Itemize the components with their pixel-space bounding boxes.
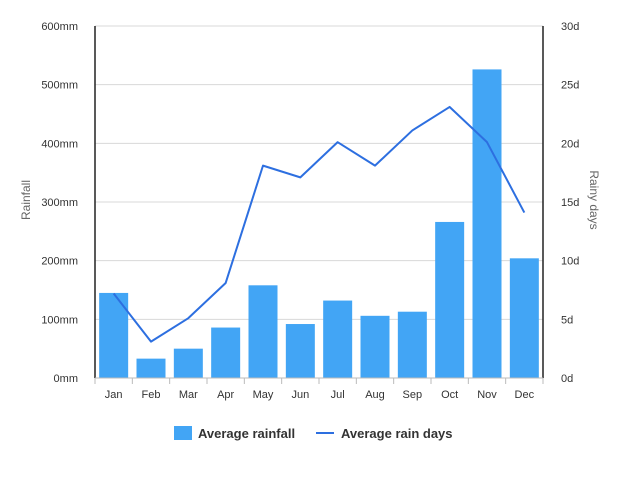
x-tick-label: Mar — [179, 389, 198, 401]
left-tick-label: 0mm — [54, 373, 78, 385]
x-tick-label: Dec — [515, 389, 535, 401]
right-axis-title: Rainy days — [587, 170, 601, 229]
bar-mar — [173, 348, 203, 378]
left-tick-label: 200mm — [41, 256, 78, 268]
left-tick-label: 100mm — [41, 314, 78, 326]
bar-apr — [211, 327, 241, 378]
x-tick-label: Sep — [403, 389, 423, 401]
left-tick-label: 300mm — [41, 197, 78, 209]
left-tick-label: 600mm — [41, 21, 78, 33]
x-tick-label: Oct — [441, 389, 458, 401]
x-tick-label: Jan — [105, 389, 123, 401]
x-tick-label: May — [253, 389, 274, 401]
left-tick-label: 500mm — [41, 80, 78, 92]
legend: Average rainfall Average rain days — [174, 426, 453, 441]
right-tick-label: 15d — [561, 197, 579, 209]
legend-rainfall-label: Average rainfall — [198, 426, 295, 441]
x-tick-label: Apr — [217, 389, 234, 401]
x-tick-label: Aug — [365, 389, 385, 401]
x-tick-label: Jul — [331, 389, 345, 401]
bar-aug — [360, 315, 390, 378]
bar-feb — [136, 358, 166, 378]
right-tick-label: 0d — [561, 373, 573, 385]
gridlines — [95, 25, 543, 379]
x-tick-label: Nov — [477, 389, 497, 401]
left-tick-label: 400mm — [41, 138, 78, 150]
legend-rain-days-label: Average rain days — [341, 426, 453, 441]
axes — [94, 26, 544, 384]
x-tick-label: Jun — [291, 389, 309, 401]
legend-rainfall-swatch — [174, 426, 192, 440]
right-tick-label: 5d — [561, 314, 573, 326]
rain-days-polyline — [112, 105, 526, 343]
bar-nov — [472, 69, 502, 378]
rainfall-bars — [99, 69, 539, 378]
bar-dec — [509, 258, 539, 378]
right-tick-label: 20d — [561, 138, 579, 150]
bar-oct — [435, 221, 465, 378]
left-axis-ticks: 0mm 100mm 200mm 300mm 400mm 500mm 600mm — [41, 21, 78, 385]
right-tick-label: 30d — [561, 21, 579, 33]
rain-days-line — [112, 105, 526, 343]
right-tick-label: 10d — [561, 256, 579, 268]
right-tick-label: 25d — [561, 80, 579, 92]
x-tick-label: Feb — [142, 389, 161, 401]
bar-sep — [397, 311, 427, 378]
right-axis-ticks: 0d 5d 10d 15d 20d 25d 30d — [561, 21, 579, 385]
left-axis-title: Rainfall — [19, 180, 33, 220]
bar-may — [248, 285, 278, 378]
bar-jun — [285, 324, 315, 378]
bar-jul — [323, 300, 353, 378]
x-axis-ticks: Jan Feb Mar Apr May Jun Jul Aug Sep Oct Nov Dec — [105, 389, 535, 401]
